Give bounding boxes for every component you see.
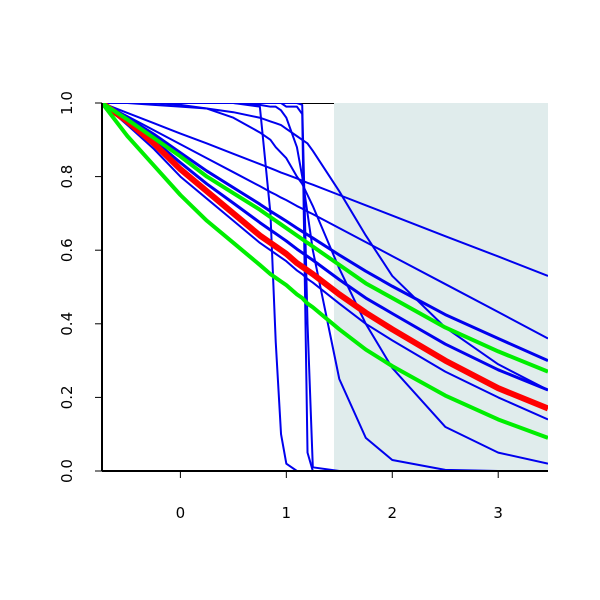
series-line [102,103,548,277]
series-line [102,103,548,471]
series-line [102,103,548,374]
axes: 0 1 2 3 0.0 0.2 0.4 0.6 0.8 1.0 [58,91,548,522]
plot-area [102,103,548,471]
y-tick-label: 0.2 [58,385,76,409]
y-tick-label: 0.4 [58,312,76,336]
x-tick-label: 0 [176,504,186,522]
series-line [102,103,548,340]
series-line [102,103,548,465]
x-tick-label: 3 [493,504,503,522]
series-line [102,103,548,471]
series-line [102,103,548,392]
series-line [102,103,548,440]
series-line [102,103,548,412]
y-tick-label: 1.0 [58,91,76,115]
series-line [102,103,548,391]
x-tick-label: 2 [387,504,397,522]
y-tick-label: 0.0 [58,459,76,483]
series-line [102,103,548,421]
x-tick-label: 1 [282,504,292,522]
series-line [102,103,548,362]
shaded-region [334,103,548,471]
series-line [102,103,548,471]
y-tick-label: 0.6 [58,238,76,262]
y-tick-label: 0.8 [58,165,76,189]
